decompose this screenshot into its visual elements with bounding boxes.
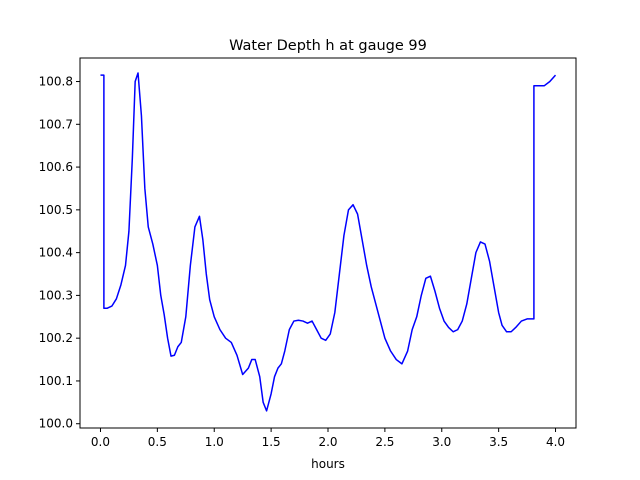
- x-tick-label: 1.5: [262, 435, 281, 449]
- y-tick-label: 100.1: [39, 374, 73, 388]
- y-tick-label: 100.6: [39, 160, 73, 174]
- x-tick-label: 2.5: [375, 435, 394, 449]
- y-axis-ticks: 100.0 100.1 100.2 100.3 100.4 100.5 100.6 100.7…: [39, 75, 80, 431]
- y-tick-label: 100.3: [39, 288, 73, 302]
- x-tick-label: 0.0: [91, 435, 110, 449]
- y-tick-label: 100.7: [39, 117, 73, 131]
- y-tick-label: 100.4: [39, 246, 73, 260]
- axes-frame: [79, 57, 577, 429]
- x-tick-label: 3.0: [432, 435, 451, 449]
- x-tick-label: 3.5: [489, 435, 508, 449]
- y-tick-label: 100.5: [39, 203, 73, 217]
- x-tick-label: 2.0: [318, 435, 337, 449]
- series-line-0: [100, 72, 557, 412]
- x-tick-label: 1.0: [205, 435, 224, 449]
- x-tick-label: 0.5: [148, 435, 167, 449]
- x-axis-ticks: 0.0 0.5 1.0 1.5 2.0 2.5 3.0 3.5 4.0: [91, 428, 565, 449]
- plot-area: [79, 57, 577, 429]
- chart-title: Water Depth h at gauge 99: [229, 38, 427, 54]
- y-tick-label: 100.2: [39, 331, 73, 345]
- y-tick-label: 100.0: [39, 417, 73, 431]
- y-tick-label: 100.8: [39, 75, 73, 89]
- x-axis-label: hours: [311, 457, 345, 471]
- x-tick-label: 4.0: [546, 435, 565, 449]
